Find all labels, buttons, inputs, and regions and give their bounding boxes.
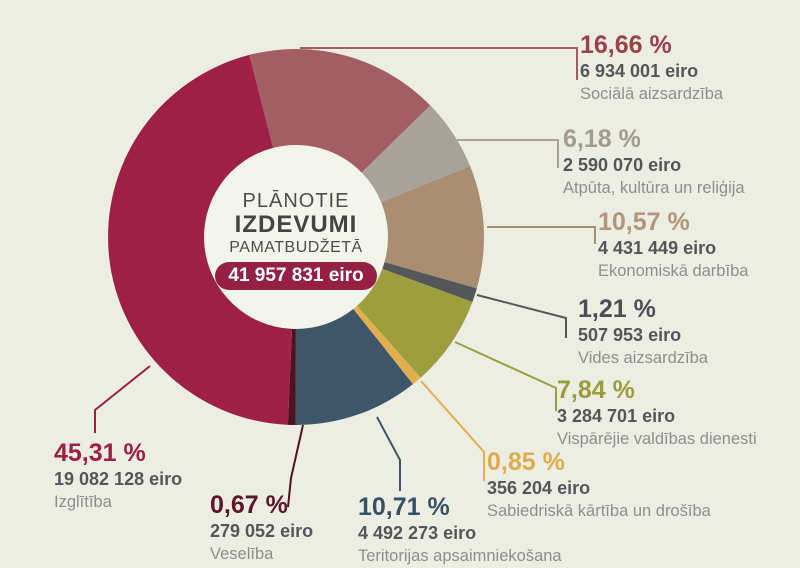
segment-sociala-aizsardziba bbox=[249, 49, 431, 173]
leader-line-sociala-aizsardziba bbox=[300, 47, 578, 80]
amount-value: 507 953 eiro bbox=[578, 325, 682, 345]
callout-visparejie-valdibas-dienesti: 7,84 % 3 284 701 eiro Vispārējie valdība… bbox=[557, 377, 757, 449]
percent-value: 16,66 % bbox=[580, 31, 672, 59]
amount-value: 19 082 128 eiro bbox=[54, 469, 183, 489]
amount-value: 279 052 eiro bbox=[210, 521, 314, 541]
leader-line-izglitiba bbox=[94, 365, 151, 433]
category-label: Vides aizsardzība bbox=[578, 349, 708, 367]
percent-value: 1,21 % bbox=[578, 295, 656, 323]
category-label: Sociālā aizsardzība bbox=[580, 85, 724, 103]
amount-value: 6 934 001 eiro bbox=[580, 61, 699, 81]
amount-value: 2 590 070 eiro bbox=[563, 155, 682, 175]
leader-line-sabiedriska-kartiba bbox=[420, 380, 485, 481]
percent-value: 45,31 % bbox=[54, 439, 146, 467]
leader-line-teritorijas-apsaimniekosana bbox=[376, 416, 401, 491]
total-amount-badge: 41 957 831 eiro bbox=[215, 262, 377, 290]
leader-line-ekonomiska-darbiba bbox=[487, 226, 596, 244]
segment-atputa-kultura-un-religija bbox=[361, 105, 471, 203]
percent-value: 10,71 % bbox=[358, 493, 450, 521]
amount-value: 356 204 eiro bbox=[487, 478, 591, 498]
callout-atputa-kultura-un-religija: 6,18 % 2 590 070 eiro Atpūta, kultūra un… bbox=[563, 126, 745, 198]
category-label: Izglītība bbox=[54, 493, 112, 511]
chart-center-label: PLĀNOTIE IZDEVUMI PAMATBUDŽETĀ 41 957 83… bbox=[186, 190, 406, 290]
amount-value: 4 431 449 eiro bbox=[598, 238, 717, 258]
category-label: Sabiedriskā kārtība un drošība bbox=[487, 502, 711, 520]
callout-vides-aizsardziba: 1,21 % 507 953 eiro Vides aizsardzība bbox=[578, 296, 708, 368]
callout-izglitiba: 45,31 % 19 082 128 eiro Izglītība bbox=[54, 440, 182, 512]
percent-value: 10,57 % bbox=[598, 208, 690, 236]
donut-segments bbox=[108, 49, 484, 426]
category-label: Atpūta, kultūra un reliģija bbox=[563, 179, 745, 197]
percent-value: 0,67 % bbox=[210, 491, 288, 519]
category-label: Veselība bbox=[210, 545, 274, 563]
leader-line-atputa-kultura-un-religija bbox=[457, 139, 559, 168]
segment-sabiedriska-kartiba-un-drosiba bbox=[353, 305, 421, 385]
callout-teritorijas-apsaimniekosana: 10,71 % 4 492 273 eiro Teritorijas apsai… bbox=[358, 494, 562, 566]
segment-teritorijas-apsaimniekosana bbox=[295, 309, 413, 426]
leader-line-visparejie-valdibas-dienesti bbox=[454, 341, 557, 411]
center-title-line3: PAMATBUDŽETĀ bbox=[229, 239, 363, 256]
amount-value: 4 492 273 eiro bbox=[358, 523, 477, 543]
segment-izglitiba bbox=[108, 54, 293, 425]
leader-line-veseliba bbox=[287, 424, 304, 508]
callout-veseliba: 0,67 % 279 052 eiro Veselība bbox=[210, 492, 313, 564]
segment-ekonomiska-darbiba bbox=[381, 166, 484, 289]
percent-value: 6,18 % bbox=[563, 125, 641, 153]
percent-value: 0,85 % bbox=[487, 448, 565, 476]
center-title-line1: PLĀNOTIE bbox=[242, 190, 350, 212]
leader-line-vides-aizsardziba bbox=[476, 294, 567, 338]
segment-veseliba bbox=[287, 328, 296, 425]
segment-visparejie-valdibas-dienesti bbox=[357, 268, 473, 378]
segment-vides-aizsardziba bbox=[382, 262, 477, 303]
leader-lines bbox=[94, 47, 596, 508]
amount-value: 3 284 701 eiro bbox=[557, 406, 676, 426]
category-label: Teritorijas apsaimniekošana bbox=[358, 547, 562, 565]
callout-sociala-aizsardziba: 16,66 % 6 934 001 eiro Sociālā aizsardzī… bbox=[580, 32, 723, 104]
callout-ekonomiska-darbiba: 10,57 % 4 431 449 eiro Ekonomiskā darbīb… bbox=[598, 209, 748, 281]
category-label: Ekonomiskā darbība bbox=[598, 262, 749, 280]
callout-sabiedriska-kartiba: 0,85 % 356 204 eiro Sabiedriskā kārtība … bbox=[487, 449, 711, 521]
center-title-line2: IZDEVUMI bbox=[234, 211, 358, 238]
category-label: Vispārējie valdības dienesti bbox=[557, 430, 757, 448]
percent-value: 7,84 % bbox=[557, 376, 635, 404]
